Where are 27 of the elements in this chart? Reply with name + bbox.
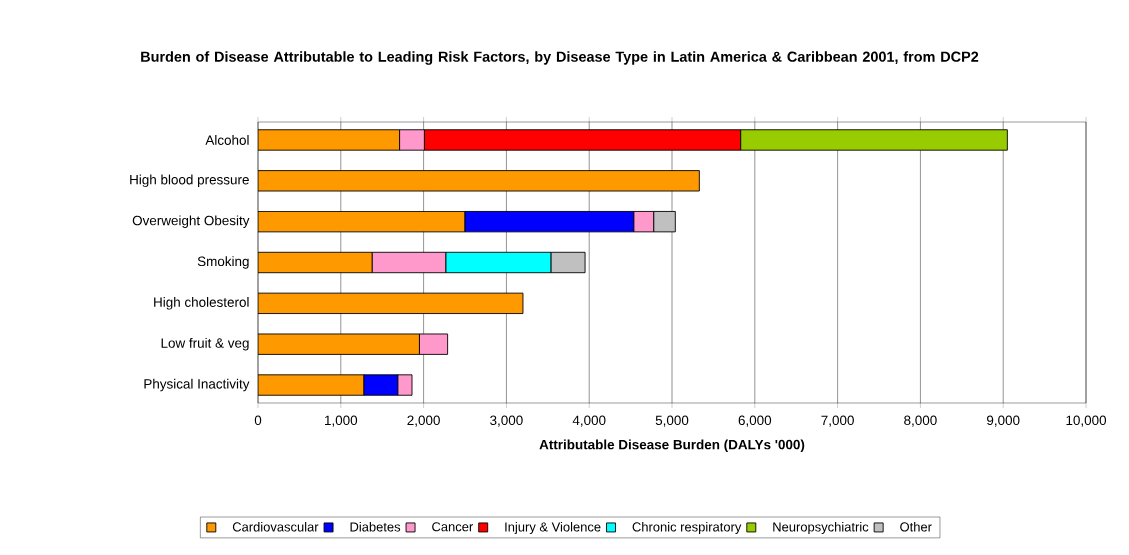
y-tick-label: Alcohol [205,135,249,145]
x-tick-label: 6,000 [738,415,772,427]
y-tick-label: High blood pressure [130,174,249,188]
x-axis-title: Attributable Disease Burden (DALYs '000) [539,439,805,453]
x-tick-label: 9,000 [987,415,1020,427]
x-tick-label: 7,000 [821,415,854,427]
x-tick-label: 0 [254,415,262,426]
legend-label: Neuropsychiatric [773,521,869,535]
x-tick-label: 4,000 [572,415,606,427]
chart-title: Burden of Disease Attributable to Leading Risk Factors, by Disease Type in Latin America & Caribbean 2001, from DCP2 [141,51,979,65]
y-tick-label: Overweight Obesity [132,215,250,228]
legend-label: Chronic respiratory [632,521,742,535]
x-tick-label: 3,000 [490,415,523,427]
legend-label: Diabetes [350,521,401,532]
x-tick-label: 10,000 [1066,415,1107,427]
x-tick-label: 5,000 [655,415,689,427]
legend-label: Cardiovascular [232,521,319,532]
legend-label: Other [900,521,932,532]
y-tick-label: Low fruit & veg [161,337,249,351]
x-tick-label: 2,000 [407,415,440,427]
y-tick-label: Physical Inactivity [144,378,250,392]
x-tick-label: 1,000 [325,415,358,427]
x-tick-label: 8,000 [904,415,937,427]
y-tick-label: Smoking [197,256,249,269]
legend-label: Cancer [432,522,474,532]
legend-label: Injury & Violence [505,521,601,535]
y-tick-label: High cholesterol [154,297,249,310]
